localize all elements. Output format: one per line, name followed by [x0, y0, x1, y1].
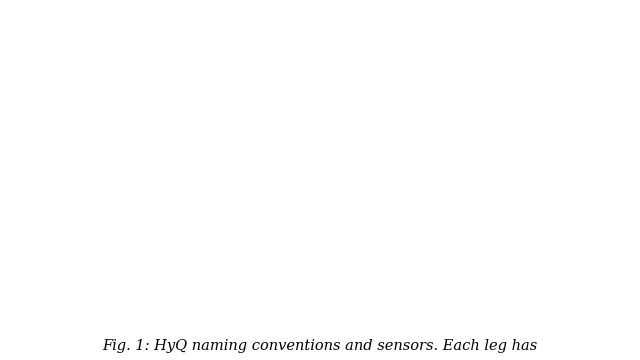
- Text: LF: LF: [267, 188, 280, 198]
- Text: ASUS Xtion: ASUS Xtion: [239, 95, 306, 105]
- Text: Multisense SL: Multisense SL: [452, 31, 550, 44]
- Text: Multisense SL: Multisense SL: [225, 70, 307, 80]
- Text: ASUS Xtion: ASUS Xtion: [421, 155, 500, 168]
- Text: RF: RF: [153, 222, 168, 233]
- Text: HAA: HAA: [180, 136, 205, 146]
- Text: RH: RH: [17, 175, 34, 185]
- Text: HFE: HFE: [112, 136, 135, 146]
- Text: Fig. 1: HyQ naming conventions and sensors. Each leg has: Fig. 1: HyQ naming conventions and senso…: [102, 339, 538, 353]
- Text: LH: LH: [84, 190, 100, 199]
- Text: KFE: KFE: [143, 191, 165, 201]
